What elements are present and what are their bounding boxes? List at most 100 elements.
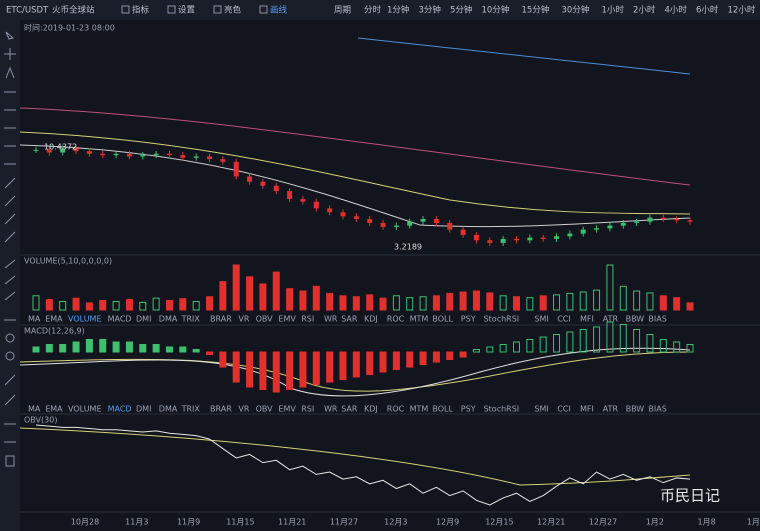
- indicator-tab[interactable]: VOLUME: [68, 315, 102, 324]
- indicator-tab[interactable]: CCI: [557, 315, 571, 324]
- indicator-tab[interactable]: EMA: [45, 315, 63, 324]
- indicator-tab[interactable]: MACD: [108, 315, 132, 324]
- macd-bar: [633, 329, 641, 353]
- macd-bar: [673, 341, 681, 353]
- indicator-tab[interactable]: MA: [28, 405, 41, 414]
- indicator-tab[interactable]: BIAS: [648, 405, 666, 414]
- indicator-tab[interactable]: EMV: [278, 315, 296, 324]
- indicator-tab[interactable]: CCI: [557, 405, 571, 414]
- indicator-tab[interactable]: VOLUME: [68, 405, 102, 414]
- macd-bar: [72, 341, 80, 353]
- macd-bar: [459, 351, 467, 358]
- candle: [327, 208, 333, 213]
- toolbar-button[interactable]: 亮色: [224, 5, 242, 16]
- macd-bar: [352, 351, 360, 378]
- indicator-tab[interactable]: BRAR: [210, 405, 232, 414]
- macd-bar: [206, 351, 214, 355]
- indicator-tab[interactable]: MFI: [580, 315, 594, 324]
- period-button[interactable]: 10分钟: [482, 5, 510, 16]
- indicator-tab[interactable]: ROC: [387, 405, 405, 414]
- candle: [500, 238, 506, 243]
- icon: [259, 5, 268, 14]
- high-label: 10.4372: [44, 143, 77, 152]
- indicator-tab[interactable]: BOLL: [432, 405, 453, 414]
- icon: [213, 5, 222, 14]
- indicator-tab[interactable]: DMI: [136, 315, 151, 324]
- period-button[interactable]: 12小时: [728, 5, 756, 16]
- candle: [153, 153, 159, 156]
- macd-bar: [59, 344, 67, 353]
- indicator-tab[interactable]: WR: [324, 405, 338, 414]
- indicator-tab[interactable]: DMI: [136, 405, 151, 414]
- indicator-tab[interactable]: KDJ: [364, 315, 378, 324]
- indicator-tab[interactable]: RSI: [301, 405, 314, 414]
- candle: [420, 218, 426, 222]
- indicator-tab[interactable]: SAR: [341, 315, 358, 324]
- indicator-tab[interactable]: SMI: [534, 405, 548, 414]
- indicator-tab[interactable]: MA: [28, 315, 41, 324]
- indicator-tab[interactable]: SAR: [341, 405, 358, 414]
- volume-bar: [553, 294, 561, 311]
- indicator-tab[interactable]: DMA: [159, 405, 178, 414]
- indicator-tab[interactable]: PSY: [461, 315, 476, 324]
- period-button[interactable]: 2小时: [633, 5, 656, 16]
- indicator-tab[interactable]: KDJ: [364, 405, 378, 414]
- period-button[interactable]: 3分钟: [419, 5, 441, 16]
- volume-bar: [472, 290, 480, 311]
- volume-bar: [85, 302, 93, 311]
- indicator-tab[interactable]: VR: [238, 315, 249, 324]
- candle: [180, 155, 186, 158]
- volume-bar: [192, 300, 200, 311]
- indicator-tab[interactable]: ATR: [603, 405, 619, 414]
- candle: [554, 236, 560, 239]
- indicator-tab[interactable]: VR: [238, 405, 249, 414]
- indicator-tab[interactable]: ATR: [603, 315, 619, 324]
- indicator-tab[interactable]: WR: [324, 315, 338, 324]
- ma-line: [19, 144, 691, 228]
- x-axis-label: 11月21: [278, 518, 306, 527]
- volume-bar: [379, 297, 387, 311]
- indicator-tab[interactable]: BBW: [626, 405, 645, 414]
- indicator-tab[interactable]: MTM: [410, 315, 429, 324]
- toolbar-button[interactable]: 设置: [178, 5, 196, 16]
- indicator-tab[interactable]: BOLL: [432, 315, 453, 324]
- watermark: 币民日记: [660, 487, 720, 505]
- indicator-tab[interactable]: BIAS: [648, 315, 666, 324]
- indicator-tab[interactable]: BBW: [626, 315, 645, 324]
- indicator-tab[interactable]: TRIX: [181, 405, 201, 414]
- indicator-tab[interactable]: TRIX: [181, 315, 201, 324]
- macd-bar: [259, 351, 267, 390]
- period-button[interactable]: 1分钟: [387, 5, 409, 16]
- indicator-tab[interactable]: RSI: [301, 315, 314, 324]
- indicator-tab[interactable]: SMI: [534, 315, 548, 324]
- period-button[interactable]: 4小时: [665, 5, 688, 16]
- symbol: ETC/USDT: [6, 6, 49, 16]
- indicator-tab[interactable]: BRAR: [210, 315, 232, 324]
- candle: [340, 212, 346, 217]
- period-button[interactable]: 15分钟: [522, 5, 550, 16]
- indicator-tab[interactable]: OBV: [256, 315, 274, 324]
- macd-bar: [379, 351, 387, 373]
- panel-label: VOLUME(5,10,0,0,0,0): [24, 257, 112, 266]
- indicator-tab[interactable]: StochRSI: [484, 405, 520, 414]
- indicator-tab[interactable]: StochRSI: [484, 315, 520, 324]
- indicator-tab[interactable]: OBV: [256, 405, 274, 414]
- period-button[interactable]: 分时: [364, 5, 382, 16]
- period-button[interactable]: 5分钟: [450, 5, 472, 16]
- toolbar-button[interactable]: 画线: [270, 5, 288, 16]
- volume-bar: [112, 300, 120, 311]
- indicator-tab[interactable]: EMA: [45, 405, 63, 414]
- indicator-tab[interactable]: MACD: [108, 405, 132, 414]
- indicator-tab[interactable]: MFI: [580, 405, 594, 414]
- indicator-tab[interactable]: EMV: [278, 405, 296, 414]
- macd-bar: [646, 334, 654, 353]
- indicator-tab[interactable]: PSY: [461, 405, 476, 414]
- indicator-tab[interactable]: ROC: [387, 315, 405, 324]
- toolbar-button[interactable]: 指标: [132, 5, 150, 16]
- indicator-tab[interactable]: DMA: [159, 315, 178, 324]
- period-button[interactable]: 30分钟: [562, 5, 590, 16]
- indicator-tab[interactable]: MTM: [410, 405, 429, 414]
- period-button[interactable]: 6小时: [696, 5, 719, 16]
- volume-bar: [619, 285, 627, 311]
- period-button[interactable]: 1小时: [602, 5, 625, 16]
